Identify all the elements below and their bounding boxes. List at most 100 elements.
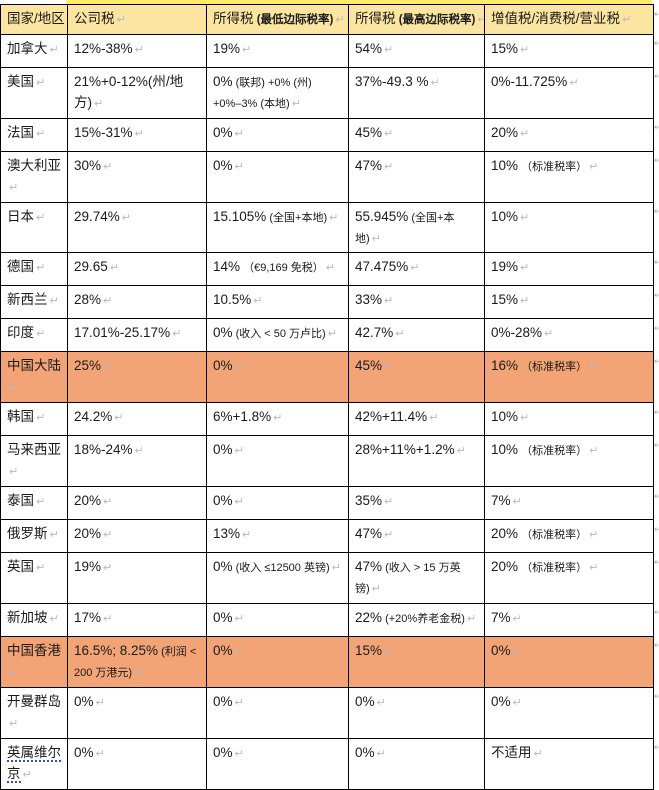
cell-vat[interactable]: 15% ↵ bbox=[484, 33, 654, 68]
cell-income-tax-min[interactable]: 0% ↵ bbox=[206, 602, 349, 637]
cell-country[interactable]: 中国香港 ↵ bbox=[0, 635, 68, 688]
cell-income-tax-max[interactable]: 47.475% ↵ bbox=[348, 252, 485, 287]
cell-country[interactable]: 英属维尔京 ↵ bbox=[0, 737, 68, 790]
column-header-income_tax_min[interactable]: 所得税 (最低边际税率) ↵ bbox=[206, 4, 349, 35]
cell-country[interactable]: 新西兰 ↵ bbox=[0, 285, 68, 320]
table-row[interactable]: 英属维尔京 ↵ 0% ↵ 0% ↵ 0% ↵ 不适用 ↵ bbox=[0, 737, 654, 790]
cell-country[interactable]: 日本 ↵ bbox=[0, 201, 68, 254]
cell-vat[interactable]: 10% （标准税率） ↵ bbox=[484, 435, 654, 488]
table-row[interactable]: 俄罗斯 ↵ 20% ↵ 13% ↵ 47% ↵ 20% （标准税率） ↵ bbox=[0, 519, 654, 554]
cell-income-tax-max[interactable]: 42.7% ↵ bbox=[348, 318, 485, 353]
cell-vat[interactable]: 10% ↵ bbox=[484, 201, 654, 254]
table-row[interactable]: 新加坡 ↵ 17% ↵ 0% ↵ 22% (+20%养老金税) ↵ 7% ↵ bbox=[0, 602, 654, 637]
column-header-corporate_tax[interactable]: 公司税 ↵ bbox=[67, 4, 207, 35]
cell-income-tax-min[interactable]: 0% ↵ bbox=[206, 686, 349, 739]
cell-income-tax-min[interactable]: 0% (收入 < 50 万卢比) ↵ bbox=[206, 318, 349, 353]
column-header-income_tax_max[interactable]: 所得税 (最高边际税率)↵ bbox=[348, 4, 485, 35]
cell-corporate-tax[interactable]: 12%-38% ↵ bbox=[67, 33, 207, 68]
cell-country[interactable]: 韩国 ↵ bbox=[0, 402, 68, 437]
cell-income-tax-max[interactable]: 45% ↵ bbox=[348, 117, 485, 152]
cell-corporate-tax[interactable]: 15%-31% ↵ bbox=[67, 117, 207, 152]
cell-vat[interactable]: 20% ↵ bbox=[484, 117, 654, 152]
cell-income-tax-min[interactable]: 6%+1.8% ↵ bbox=[206, 402, 349, 437]
cell-income-tax-min[interactable]: 10.5% ↵ bbox=[206, 285, 349, 320]
cell-country[interactable]: 印度 ↵ bbox=[0, 318, 68, 353]
table-row[interactable]: 开曼群岛↵ 0% ↵ 0% ↵ 0% ↵ 0% ↵ bbox=[0, 686, 654, 739]
cell-income-tax-min[interactable]: 0% ↵ bbox=[206, 117, 349, 152]
cell-income-tax-min[interactable]: 0% (联邦) +0% (州) +0%–3% (本地) ↵ bbox=[206, 66, 349, 119]
cell-corporate-tax[interactable]: 0% ↵ bbox=[67, 686, 207, 739]
cell-income-tax-min[interactable]: 19% ↵ bbox=[206, 33, 349, 68]
cell-corporate-tax[interactable]: 25% ↵ bbox=[67, 351, 207, 404]
cell-vat[interactable]: 20% （标准税率） ↵ bbox=[484, 519, 654, 554]
cell-income-tax-max[interactable]: 55.945% (全国+本地) ↵ bbox=[348, 201, 485, 254]
cell-country[interactable]: 中国大陆 ↵ bbox=[0, 351, 68, 404]
cell-income-tax-min[interactable]: 0% (收入 ≤12500 英镑) ↵ bbox=[206, 552, 349, 604]
cell-country[interactable]: 开曼群岛 ↵ bbox=[0, 686, 68, 739]
cell-corporate-tax[interactable]: 20% ↵ bbox=[67, 486, 207, 521]
table-row[interactable]: 美国 ↵ 21%+0-12%(州/地方) ↵ 0% (联邦) +0% (州) +0%–3… bbox=[0, 66, 654, 119]
cell-country[interactable]: 马来西亚 ↵ bbox=[0, 435, 68, 488]
cell-country[interactable]: 法国 ↵ bbox=[0, 117, 68, 152]
table-row[interactable]: 英国 ↵ 19% ↵ 0% (收入 ≤12500 英镑) ↵ 47% (收入 > 15 万英… bbox=[0, 552, 654, 604]
cell-income-tax-min[interactable]: 0% ↵ bbox=[206, 635, 349, 688]
cell-corporate-tax[interactable]: 21%+0-12%(州/地方) ↵ bbox=[67, 66, 207, 119]
cell-income-tax-max[interactable]: 47% (收入 > 15 万英镑) ↵ bbox=[348, 552, 485, 604]
table-row[interactable]: 新西兰 ↵ 28% ↵ 10.5% ↵ 33% ↵ 15% ↵ bbox=[0, 285, 654, 320]
cell-country[interactable]: 澳大利亚 ↵ bbox=[0, 150, 68, 203]
cell-income-tax-min[interactable]: 0% ↵ bbox=[206, 486, 349, 521]
cell-income-tax-min[interactable]: 0% ↵ bbox=[206, 435, 349, 488]
cell-corporate-tax[interactable]: 29.65 ↵ bbox=[67, 252, 207, 287]
cell-vat[interactable]: 0% ↵ bbox=[484, 635, 654, 688]
table-row[interactable]: 泰国 ↵ 20% ↵ 0% ↵ 35% ↵ 7% ↵ bbox=[0, 486, 654, 521]
cell-corporate-tax[interactable]: 28% ↵ bbox=[67, 285, 207, 320]
cell-corporate-tax[interactable]: 17% ↵ bbox=[67, 602, 207, 637]
cell-income-tax-min[interactable]: 13% ↵ bbox=[206, 519, 349, 554]
table-row[interactable]: 法国 ↵ 15%-31% ↵ 0% ↵ 45% ↵ 20% ↵ bbox=[0, 117, 654, 152]
table-row[interactable]: 韩国 ↵ 24.2% ↵ 6%+1.8% ↵ 42%+11.4% ↵ 10% ↵ bbox=[0, 402, 654, 437]
cell-corporate-tax[interactable]: 29.74% ↵ bbox=[67, 201, 207, 254]
cell-income-tax-max[interactable]: 22% (+20%养老金税) ↵ bbox=[348, 602, 485, 637]
cell-income-tax-min[interactable]: 0% ↵ bbox=[206, 351, 349, 404]
cell-income-tax-max[interactable]: 0% ↵ bbox=[348, 737, 485, 790]
cell-vat[interactable]: 10% ↵ bbox=[484, 402, 654, 437]
cell-corporate-tax[interactable]: 16.5%; 8.25% (利润 < 200 万港元) ↵ bbox=[67, 635, 207, 688]
cell-corporate-tax[interactable]: 18%-24% ↵ bbox=[67, 435, 207, 488]
table-row[interactable]: 德国 ↵ 29.65 ↵ 14% （€9,169 免税） ↵ 47.475% ↵ 19% ↵ bbox=[0, 252, 654, 287]
table-row[interactable]: 马来西亚↵ 18%-24% ↵ 0% ↵ 28%+11%+1.2% ↵ 10% （标准税率） ↵ bbox=[0, 435, 654, 488]
table-row[interactable]: 印度 ↵ 17.01%-25.17% ↵ 0% (收入 < 50 万卢比) ↵ 42.7% ↵… bbox=[0, 318, 654, 353]
cell-vat[interactable]: 7% ↵ bbox=[484, 602, 654, 637]
cell-vat[interactable]: 16% （标准税率） ↵ bbox=[484, 351, 654, 404]
table-row[interactable]: 加拿大 ↵ 12%-38% ↵ 19% ↵ 54% ↵ 15% ↵ bbox=[0, 33, 654, 68]
cell-vat[interactable]: 0% ↵ bbox=[484, 686, 654, 739]
cell-income-tax-max[interactable]: 42%+11.4% ↵ bbox=[348, 402, 485, 437]
cell-corporate-tax[interactable]: 19% ↵ bbox=[67, 552, 207, 604]
column-header-vat[interactable]: 增值税/消费税/营业税 ↵ bbox=[484, 4, 654, 35]
cell-income-tax-max[interactable]: 47% ↵ bbox=[348, 150, 485, 203]
cell-income-tax-max[interactable]: 15% ↵ bbox=[348, 635, 485, 688]
cell-income-tax-max[interactable]: 45% ↵ bbox=[348, 351, 485, 404]
cell-country[interactable]: 泰国 ↵ bbox=[0, 486, 68, 521]
cell-vat[interactable]: 0%-28% ↵ bbox=[484, 318, 654, 353]
cell-country[interactable]: 德国 ↵ bbox=[0, 252, 68, 287]
cell-income-tax-max[interactable]: 28%+11%+1.2% ↵ bbox=[348, 435, 485, 488]
cell-income-tax-min[interactable]: 14% （€9,169 免税） ↵ bbox=[206, 252, 349, 287]
cell-vat[interactable]: 不适用 ↵ bbox=[484, 737, 654, 790]
cell-vat[interactable]: 20% （标准税率） ↵ bbox=[484, 552, 654, 604]
cell-vat[interactable]: 0%-11.725% ↵ bbox=[484, 66, 654, 119]
cell-country[interactable]: 新加坡 ↵ bbox=[0, 602, 68, 637]
cell-income-tax-max[interactable]: 35% ↵ bbox=[348, 486, 485, 521]
cell-country[interactable]: 加拿大 ↵ bbox=[0, 33, 68, 68]
table-row[interactable]: 澳大利亚↵ 30% ↵ 0% ↵ 47% ↵ 10% （标准税率） ↵ bbox=[0, 150, 654, 203]
cell-vat[interactable]: 15% ↵ bbox=[484, 285, 654, 320]
cell-corporate-tax[interactable]: 30% ↵ bbox=[67, 150, 207, 203]
table-row[interactable]: 日本 ↵ 29.74% ↵ 15.105% (全国+本地) ↵ 55.945% (全国+本地… bbox=[0, 201, 654, 254]
cell-country[interactable]: 英国 ↵ bbox=[0, 552, 68, 604]
cell-income-tax-max[interactable]: 47% ↵ bbox=[348, 519, 485, 554]
cell-corporate-tax[interactable]: 24.2% ↵ bbox=[67, 402, 207, 437]
cell-corporate-tax[interactable]: 0% ↵ bbox=[67, 737, 207, 790]
cell-income-tax-max[interactable]: 0% ↵ bbox=[348, 686, 485, 739]
column-header-country[interactable]: 国家/地区↵ bbox=[0, 4, 68, 35]
cell-country[interactable]: 俄罗斯 ↵ bbox=[0, 519, 68, 554]
cell-corporate-tax[interactable]: 20% ↵ bbox=[67, 519, 207, 554]
